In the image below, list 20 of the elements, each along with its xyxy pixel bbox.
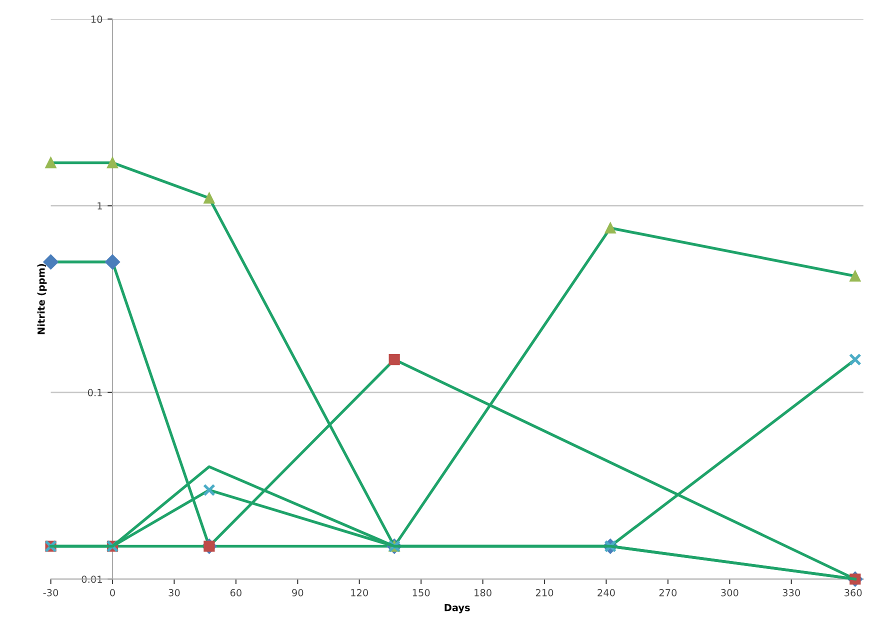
x-tick-label: 240 (598, 589, 615, 596)
x-tick-label: 360 (844, 589, 862, 596)
x-tick-label: 270 (659, 589, 677, 596)
x-tick-label: 30 (168, 589, 180, 596)
x-tick-label: 150 (412, 589, 430, 596)
x-tick-label: 330 (782, 589, 800, 596)
x-tick-label: 90 (292, 589, 304, 596)
y-axis-title: Nitrite (ppm) (37, 264, 47, 334)
x-tick-label: 210 (536, 589, 554, 596)
x-tick-label: -30 (43, 589, 58, 596)
x-axis-title: Days (444, 604, 470, 614)
y-tick-label: 1 (98, 202, 102, 210)
x-tick-label: 180 (474, 589, 492, 596)
x-tick-label: 300 (721, 589, 738, 596)
y-tick-label: 0.1 (88, 388, 102, 396)
y-tick-label: 10 (91, 16, 102, 23)
x-tick-label: 0 (110, 589, 115, 596)
x-tick-label: 120 (351, 589, 368, 596)
y-tick-label: 0.01 (82, 576, 102, 583)
x-tick-label: 60 (230, 589, 242, 596)
